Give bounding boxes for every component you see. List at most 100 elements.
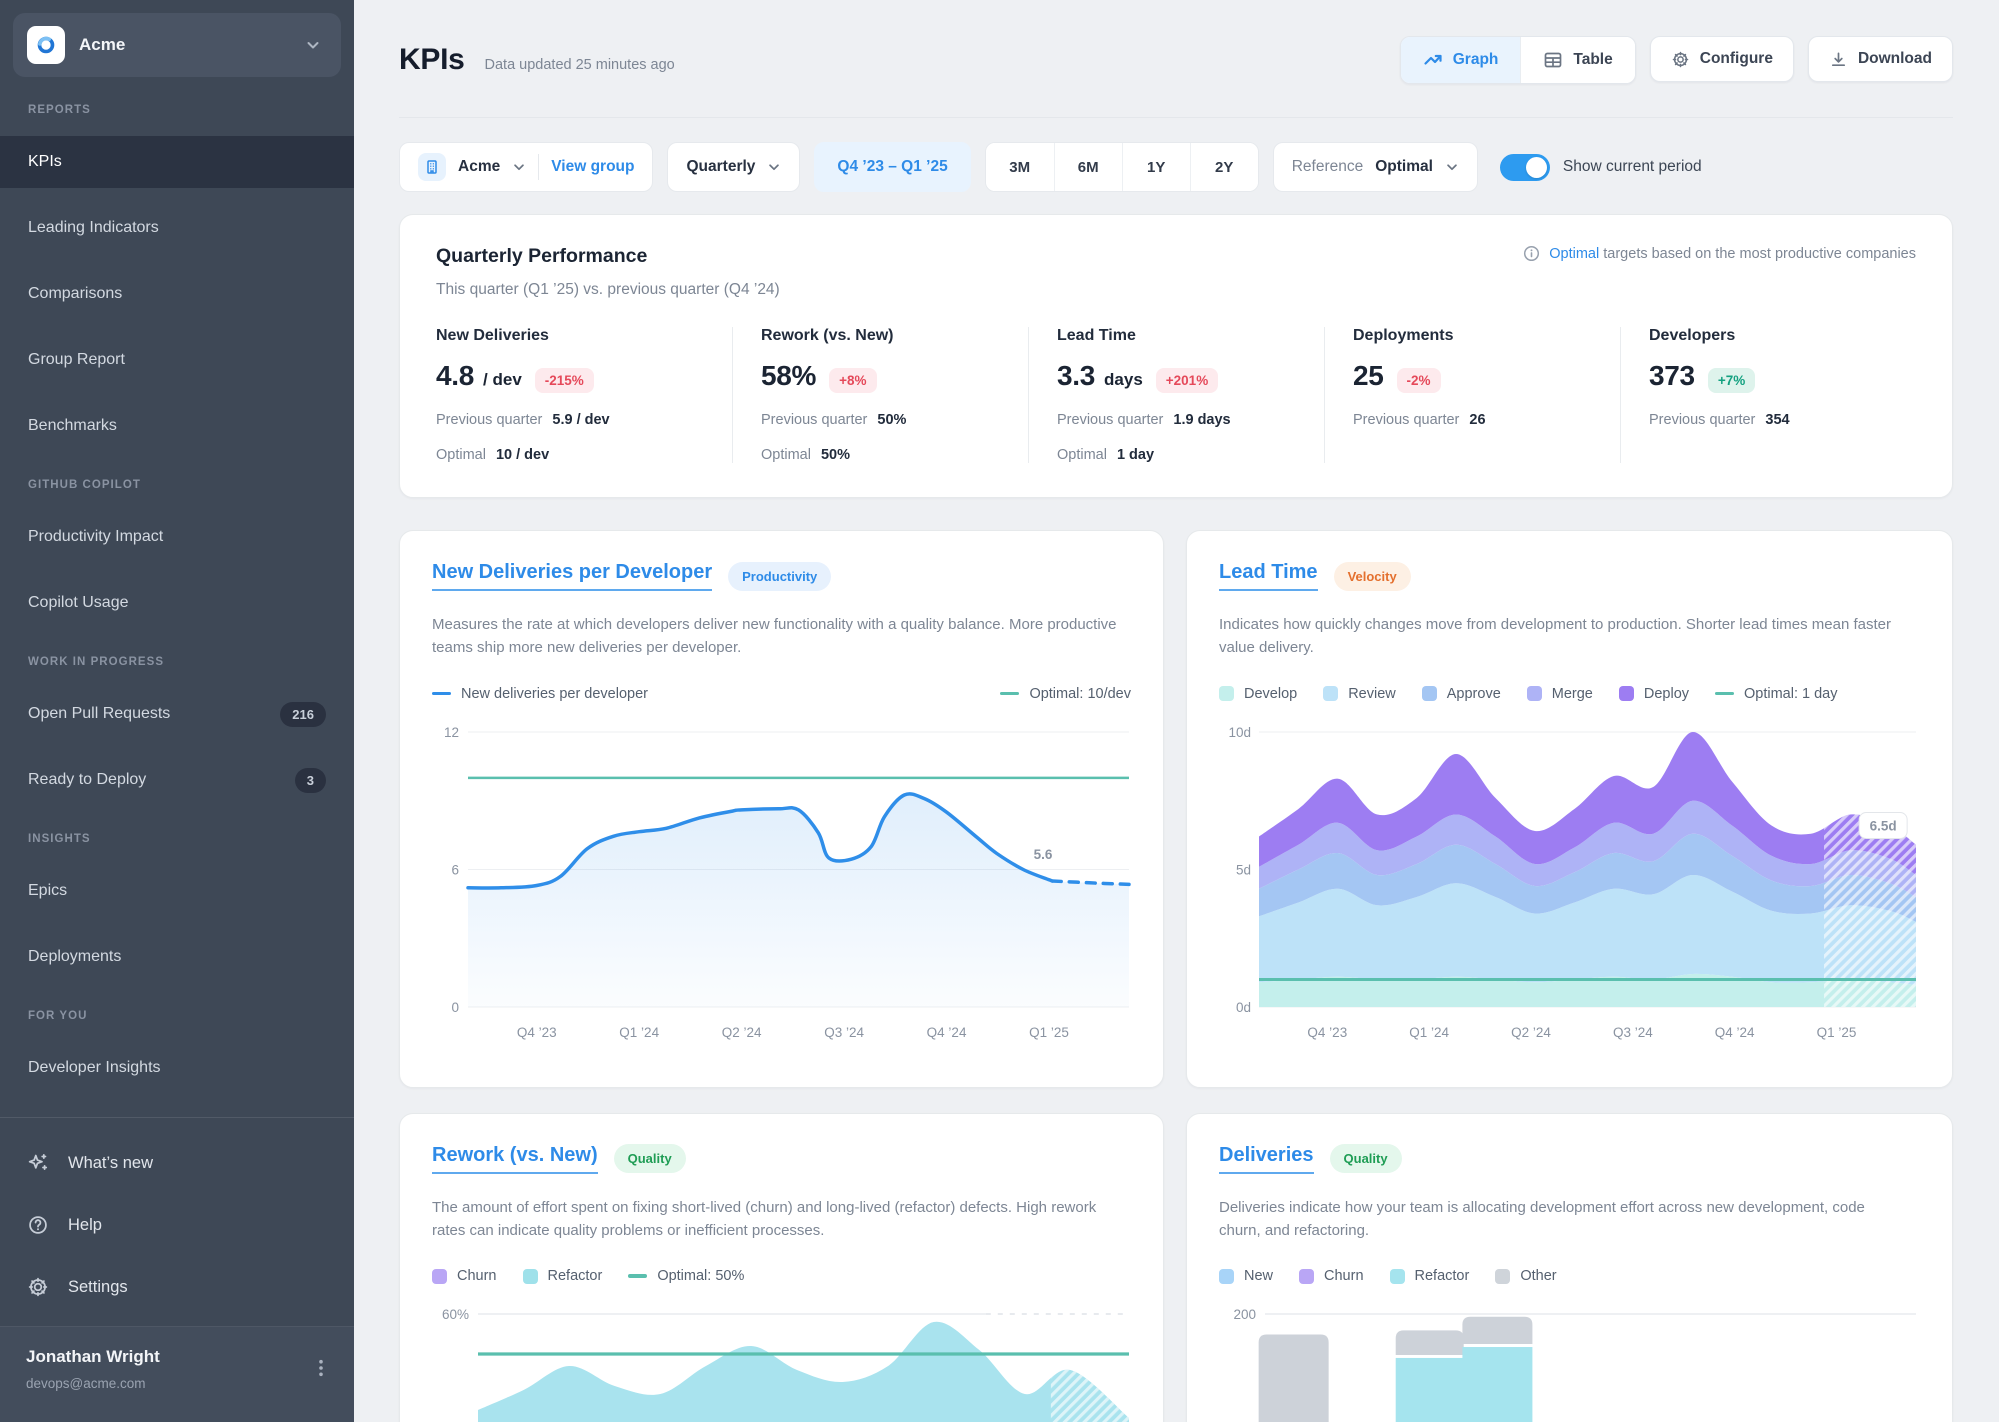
chart-title-link[interactable]: Lead Time <box>1219 561 1318 591</box>
show-current-period-toggle[interactable] <box>1499 153 1550 181</box>
quarterly-performance-card: Quarterly Performance Optimal targets ba… <box>399 214 1953 498</box>
download-button[interactable]: Download <box>1807 36 1953 82</box>
range-3m-button[interactable]: 3M <box>985 143 1054 191</box>
reference-filter[interactable]: Reference Optimal <box>1272 142 1478 192</box>
range-6m-button[interactable]: 6M <box>1053 143 1122 191</box>
sidebar-item-deployments[interactable]: Deployments <box>0 931 354 983</box>
chart-title-link[interactable]: Rework (vs. New) <box>432 1144 598 1174</box>
configure-button[interactable]: Configure <box>1649 36 1794 82</box>
settings-button[interactable]: Settings <box>0 1256 354 1318</box>
chart-legend: New deliveries per developer Optimal: 10/… <box>432 686 1131 702</box>
period-filter[interactable]: Quarterly <box>667 142 801 192</box>
legend-item-other[interactable]: Other <box>1495 1268 1557 1284</box>
user-menu-kebab-icon[interactable] <box>312 1357 330 1384</box>
svg-text:12: 12 <box>444 725 459 740</box>
gear-icon <box>1671 50 1690 69</box>
show-current-period-label: Show current period <box>1562 158 1702 175</box>
legend-series: New deliveries per developer <box>432 686 648 702</box>
sidebar-footer: What’s new Help Settings Jonathan Wright… <box>0 1117 354 1422</box>
graph-view-button[interactable]: Graph <box>1400 37 1521 83</box>
nav-section: REPORTS KPIs Leading Indicators Comparisons… <box>0 104 354 452</box>
kpi-previous-value: 26 <box>1469 412 1486 428</box>
legend-item-churn[interactable]: Churn <box>1299 1268 1364 1284</box>
sidebar-item-kpis[interactable]: KPIs <box>0 136 354 188</box>
main-content: KPIs Data updated 25 minutes ago Graph <box>354 0 1999 1422</box>
help-button[interactable]: Help <box>0 1194 354 1256</box>
sidebar-item-developer-insights[interactable]: Developer Insights <box>0 1042 354 1094</box>
kpi-previous-value: 1.9 days <box>1173 412 1231 428</box>
kpi-previous-value: 5.9 / dev <box>552 412 610 428</box>
legend-item-refactor[interactable]: Refactor <box>522 1268 602 1284</box>
legend-item-refactor[interactable]: Refactor <box>1389 1268 1469 1284</box>
category-badge: Quality <box>1329 1144 1402 1173</box>
sidebar-item-benchmarks[interactable]: Benchmarks <box>0 400 354 452</box>
chart-legend: Develop Review Approve Merge Deploy Optimal: … <box>1219 686 1920 702</box>
sidebar-item-leading-indicators[interactable]: Leading Indicators <box>0 202 354 254</box>
nav-section: GITHUB COPILOT Productivity Impact Copilot… <box>0 479 354 629</box>
legend-item-merge[interactable]: Merge <box>1526 686 1593 702</box>
chart-title-link[interactable]: Deliveries <box>1219 1144 1314 1174</box>
kpi-delta-badge: -2% <box>1396 368 1441 393</box>
org-filter-value: Acme <box>458 158 501 175</box>
legend-label: New <box>1244 1268 1274 1284</box>
table-view-button[interactable]: Table <box>1520 37 1635 83</box>
kpi-delta-badge: -215% <box>534 368 594 393</box>
sidebar-item-label: Developer Insights <box>28 1059 161 1076</box>
kpi-previous-label: Previous quarter <box>1057 412 1164 428</box>
sidebar-item-ready-to-deploy[interactable]: Ready to Deploy 3 <box>0 754 354 806</box>
date-range-pill[interactable]: Q4 ’23 – Q1 ’25 <box>814 142 971 192</box>
legend-item-review[interactable]: Review <box>1323 686 1396 702</box>
view-toggle: Graph Table <box>1399 36 1636 84</box>
legend-item-optimal-10-dev[interactable]: Optimal: 10/dev <box>1000 686 1131 702</box>
nav-section-label: FOR YOU <box>28 1010 88 1022</box>
svg-text:Q1 ’25: Q1 ’25 <box>1817 1025 1857 1040</box>
category-badge: Productivity <box>728 561 832 591</box>
svg-text:5d: 5d <box>1236 862 1251 877</box>
svg-text:Q1 ’24: Q1 ’24 <box>619 1025 659 1040</box>
gear-icon <box>26 1276 50 1298</box>
org-logo-icon <box>27 26 65 64</box>
sidebar-item-productivity-impact[interactable]: Productivity Impact <box>0 511 354 563</box>
kpi-previous-value: 354 <box>1765 412 1790 428</box>
optimal-link[interactable]: Optimal <box>1549 245 1600 262</box>
whats-new-label: What’s new <box>68 1153 153 1172</box>
legend-item-optimal-1-day[interactable]: Optimal: 1 day <box>1715 686 1838 702</box>
svg-text:Q4 ’23: Q4 ’23 <box>517 1025 557 1040</box>
kpi-delta-badge: +7% <box>1707 368 1756 393</box>
svg-text:Q1 ’25: Q1 ’25 <box>1029 1025 1069 1040</box>
chart-title-link[interactable]: New Deliveries per Developer <box>432 561 713 591</box>
org-filter[interactable]: Acme View group <box>399 142 654 192</box>
legend-item-new-deliveries-per-developer[interactable]: New deliveries per developer <box>432 686 648 702</box>
kpi-developers: Developers 373 +7% Previous quarter 354 <box>1620 327 1916 463</box>
legend-swatch <box>1389 1268 1405 1284</box>
view-group-link[interactable]: View group <box>551 158 635 175</box>
kpi-previous: Previous quarter 5.9 / dev <box>436 412 704 428</box>
kpi-value: 4.8 <box>436 360 475 391</box>
kpi-previous: Previous quarter 1.9 days <box>1057 412 1296 428</box>
sidebar-item-copilot-usage[interactable]: Copilot Usage <box>0 577 354 629</box>
legend-item-develop[interactable]: Develop <box>1219 686 1297 702</box>
legend-item-new[interactable]: New <box>1219 1268 1273 1284</box>
whats-new-button[interactable]: What’s new <box>0 1132 354 1194</box>
legend-item-churn[interactable]: Churn <box>432 1268 497 1284</box>
table-icon <box>1543 50 1563 70</box>
range-1y-button[interactable]: 1Y <box>1121 143 1190 191</box>
org-selector[interactable]: Acme <box>13 13 341 77</box>
legend-swatch <box>1421 686 1437 701</box>
charts-grid: New Deliveries per Developer Productivit… <box>399 530 1953 1422</box>
page-title: KPIs <box>399 43 465 76</box>
sidebar-item-comparisons[interactable]: Comparisons <box>0 268 354 320</box>
sidebar-item-open-pull-requests[interactable]: Open Pull Requests 216 <box>0 688 354 740</box>
sidebar-item-group-report[interactable]: Group Report <box>0 334 354 386</box>
range-2y-button[interactable]: 2Y <box>1189 143 1258 191</box>
legend-item-deploy[interactable]: Deploy <box>1618 686 1689 702</box>
kpi-optimal: Optimal 10 / dev <box>436 447 704 463</box>
legend-item-approve[interactable]: Approve <box>1421 686 1501 702</box>
legend-item-optimal-50[interactable]: Optimal: 50% <box>628 1268 744 1284</box>
kpi-value-row: 4.8 / dev -215% <box>436 360 704 393</box>
kpi-value-row: 3.3 days +201% <box>1057 360 1296 393</box>
sidebar-item-epics[interactable]: Epics <box>0 865 354 917</box>
svg-text:Q4 ’24: Q4 ’24 <box>927 1025 967 1040</box>
page-header: KPIs Data updated 25 minutes ago Graph <box>399 0 1953 84</box>
chart-description: The amount of effort spent on fixing sho… <box>432 1198 1097 1239</box>
